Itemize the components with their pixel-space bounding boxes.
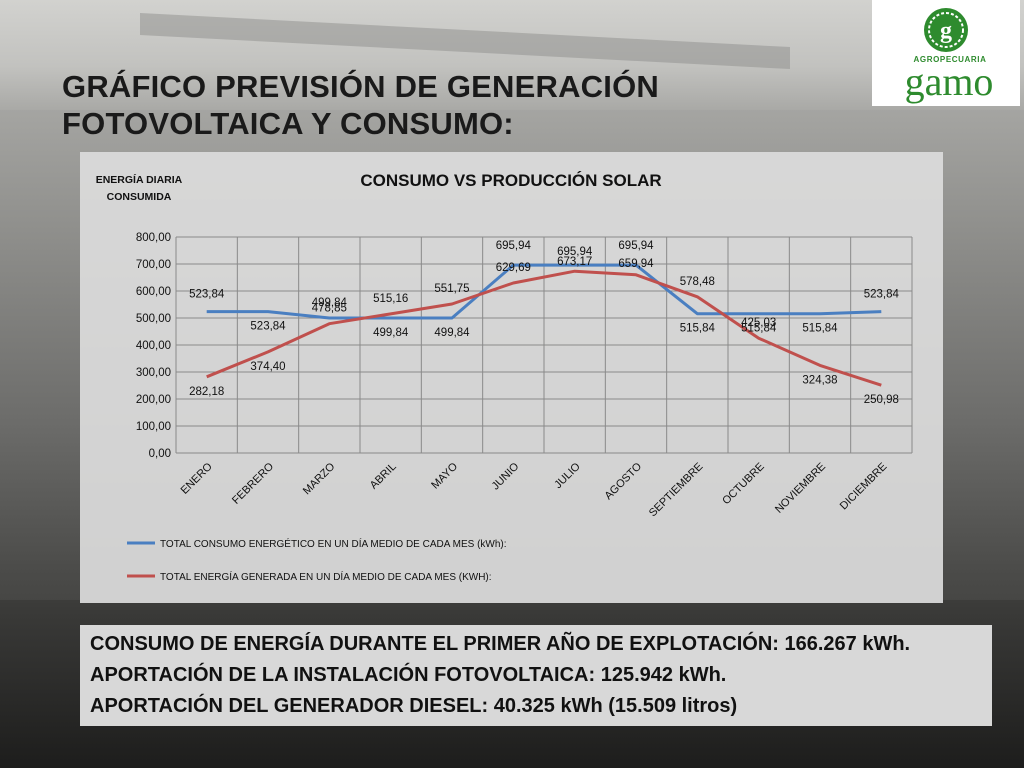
y-tick-label: 600,00 bbox=[136, 286, 171, 298]
summary-pv-contribution: APORTACIÓN DE LA INSTALACIÓN FOTOVOLTAIC… bbox=[90, 664, 727, 686]
y-tick-label: 700,00 bbox=[136, 259, 171, 271]
generation-data-label: 282,18 bbox=[189, 386, 224, 398]
y-tick-label: 500,00 bbox=[136, 313, 171, 325]
logo-wordmark: gamo bbox=[904, 59, 994, 104]
generation-line bbox=[206, 269, 882, 387]
x-tick-label: SEPTIEMBRE bbox=[647, 461, 706, 520]
consumption-line bbox=[206, 263, 882, 320]
legend-label-consumption: TOTAL CONSUMO ENERGÉTICO EN UN DÍA MEDIO… bbox=[160, 537, 507, 550]
y-tick-labels: 0,00 100,00 200,00 300,00 400,00 500,00 600,00… bbox=[136, 232, 171, 460]
gamo-emblem-icon: g bbox=[924, 8, 968, 52]
summary-total-consumption: CONSUMO DE ENERGÍA DURANTE EL PRIMER AÑO… bbox=[90, 633, 911, 655]
y-tick-label: 200,00 bbox=[136, 394, 171, 406]
y-tick-label: 0,00 bbox=[149, 448, 171, 460]
logo-tagline: AGROPECUARIA bbox=[913, 55, 987, 64]
consumption-data-label: 499,84 bbox=[434, 327, 470, 339]
consumption-data-label: 695,94 bbox=[496, 240, 532, 252]
x-tick-label: ENERO bbox=[179, 460, 215, 496]
series-lines bbox=[206, 263, 882, 387]
consumption-data-label: 499,84 bbox=[373, 327, 409, 339]
y-tick-label: 800,00 bbox=[136, 232, 171, 244]
consumption-data-label: 515,84 bbox=[680, 323, 716, 335]
y-tick-label: 400,00 bbox=[136, 340, 171, 352]
x-tick-label: AGOSTO bbox=[602, 460, 644, 502]
x-tick-label: FEBRERO bbox=[230, 460, 276, 506]
summary-box: CONSUMO DE ENERGÍA DURANTE EL PRIMER AÑO… bbox=[80, 625, 992, 726]
x-tick-label: DICIEMBRE bbox=[838, 461, 890, 513]
consumption-data-label: 515,84 bbox=[741, 323, 777, 335]
legend-label-generation: TOTAL ENERGÍA GENERADA EN UN DÍA MEDIO D… bbox=[160, 570, 492, 583]
consumption-data-label: 523,84 bbox=[250, 321, 286, 333]
chart-panel: CONSUMO VS PRODUCCIÓN SOLAR ENERGÍA DIAR… bbox=[80, 152, 943, 603]
consumption-data-label: 499,84 bbox=[312, 297, 348, 309]
x-tick-label: OCTUBRE bbox=[720, 461, 767, 508]
x-tick-label: NOVIEMBRE bbox=[773, 461, 828, 516]
generation-data-label: 629,69 bbox=[496, 262, 531, 274]
consumption-data-label: 523,84 bbox=[864, 289, 900, 301]
svg-text:g: g bbox=[940, 18, 952, 44]
consumption-data-label: 695,94 bbox=[557, 246, 593, 258]
slide-title-line-2: FOTOVOLTAICA Y CONSUMO: bbox=[62, 106, 514, 141]
legend: TOTAL CONSUMO ENERGÉTICO EN UN DÍA MEDIO… bbox=[127, 537, 507, 583]
generation-data-label: 425,03 bbox=[741, 317, 776, 329]
x-tick-label: JULIO bbox=[552, 460, 583, 491]
gridlines bbox=[175, 236, 913, 454]
generation-data-label: 478,85 bbox=[312, 303, 347, 315]
y-tick-label: 300,00 bbox=[136, 367, 171, 379]
y-axis-title-line-1: ENERGÍA DIARIA bbox=[96, 173, 183, 186]
consumption-data-label: 515,84 bbox=[802, 323, 838, 335]
generation-data-label: 673,17 bbox=[557, 256, 592, 268]
generation-data-label: 374,40 bbox=[250, 361, 285, 373]
generation-data-label: 515,16 bbox=[373, 293, 408, 305]
slide-title-line-1: GRÁFICO PREVISIÓN DE GENERACIÓN bbox=[62, 69, 659, 104]
y-tick-label: 100,00 bbox=[136, 421, 171, 433]
x-tick-label: MAYO bbox=[429, 460, 460, 491]
generation-data-label: 324,38 bbox=[802, 374, 837, 386]
generation-data-label: 250,98 bbox=[864, 394, 899, 406]
x-tick-label: JUNIO bbox=[490, 460, 522, 492]
generation-data-label: 578,48 bbox=[680, 276, 715, 288]
consumption-vs-solar-chart: CONSUMO VS PRODUCCIÓN SOLAR ENERGÍA DIAR… bbox=[96, 171, 913, 583]
generation-data-label: 551,75 bbox=[434, 283, 469, 295]
generation-data-label: 659,94 bbox=[618, 258, 654, 270]
data-labels: 523,84 523,84 499,84 499,84 499,84 695,94 695,… bbox=[189, 240, 899, 406]
y-axis-title-line-2: CONSUMIDA bbox=[107, 191, 172, 203]
x-tick-label: MARZO bbox=[301, 460, 338, 497]
consumption-data-label: 523,84 bbox=[189, 289, 225, 301]
company-logo: g AGROPECUARIA gamo bbox=[872, 0, 1020, 106]
slide-title: GRÁFICO PREVISIÓN DE GENERACIÓN FOTOVOLT… bbox=[62, 68, 822, 142]
x-tick-labels: ENERO FEBRERO MARZO ABRIL MAYO JUNIO JULIO AGOS… bbox=[179, 460, 890, 519]
consumption-data-label: 695,94 bbox=[618, 240, 654, 252]
summary-diesel-contribution: APORTACIÓN DEL GENERADOR DIESEL: 40.325 … bbox=[90, 695, 738, 717]
x-tick-label: ABRIL bbox=[368, 461, 399, 492]
chart-title: CONSUMO VS PRODUCCIÓN SOLAR bbox=[360, 171, 661, 190]
